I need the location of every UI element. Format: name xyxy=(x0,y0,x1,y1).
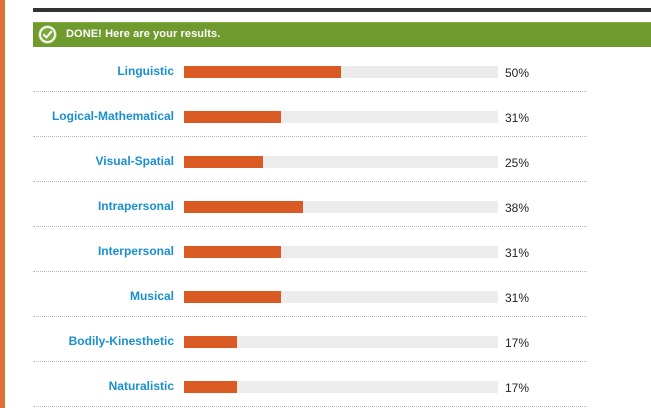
progress-fill xyxy=(184,111,282,123)
result-label-intrapersonal[interactable]: Intrapersonal xyxy=(97,199,174,213)
result-row-visual-spatial: Visual-Spatial 25% xyxy=(33,137,587,182)
result-row-logical-mathematical: Logical-Mathematical 31% xyxy=(33,92,587,137)
progress-fill xyxy=(184,201,304,213)
banner-message: DONE! Here are your results. xyxy=(66,28,221,40)
progress-track xyxy=(184,201,498,213)
result-percentage: 31% xyxy=(505,246,530,260)
top-divider xyxy=(33,8,651,12)
left-accent-stripe xyxy=(0,0,5,408)
result-row-naturalistic: Naturalistic 17% xyxy=(33,362,587,407)
progress-fill xyxy=(184,381,238,393)
result-label-musical[interactable]: Musical xyxy=(129,289,174,303)
result-percentage: 38% xyxy=(505,201,530,215)
progress-fill xyxy=(184,156,263,168)
result-row-interpersonal: Interpersonal 31% xyxy=(33,227,587,272)
result-row-intrapersonal: Intrapersonal 38% xyxy=(33,182,587,227)
progress-track xyxy=(184,66,498,78)
progress-track xyxy=(184,111,498,123)
result-label-linguistic[interactable]: Linguistic xyxy=(117,64,174,78)
progress-fill xyxy=(184,336,238,348)
result-percentage: 50% xyxy=(505,66,530,80)
progress-fill xyxy=(184,246,282,258)
result-percentage: 17% xyxy=(505,381,530,395)
progress-track xyxy=(184,336,498,348)
progress-track xyxy=(184,246,498,258)
progress-track xyxy=(184,291,498,303)
result-row-linguistic: Linguistic 50% xyxy=(33,47,587,92)
result-percentage: 31% xyxy=(505,291,530,305)
result-label-bodily-kinesthetic[interactable]: Bodily-Kinesthetic xyxy=(68,334,174,348)
results-list: Linguistic 50% Logical-Mathematical 31% … xyxy=(33,47,593,407)
result-percentage: 31% xyxy=(505,111,530,125)
result-label-logical-mathematical[interactable]: Logical-Mathematical xyxy=(51,109,174,123)
result-row-bodily-kinesthetic: Bodily-Kinesthetic 17% xyxy=(33,317,587,362)
results-banner: DONE! Here are your results. xyxy=(33,22,651,47)
progress-fill xyxy=(184,66,341,78)
result-percentage: 17% xyxy=(505,336,530,350)
result-label-naturalistic[interactable]: Naturalistic xyxy=(108,379,174,393)
result-label-visual-spatial[interactable]: Visual-Spatial xyxy=(95,154,174,168)
result-row-musical: Musical 31% xyxy=(33,272,587,317)
check-icon xyxy=(38,25,57,44)
progress-track xyxy=(184,156,498,168)
result-percentage: 25% xyxy=(505,156,530,170)
result-label-interpersonal[interactable]: Interpersonal xyxy=(97,244,174,258)
progress-fill xyxy=(184,291,282,303)
progress-track xyxy=(184,381,498,393)
